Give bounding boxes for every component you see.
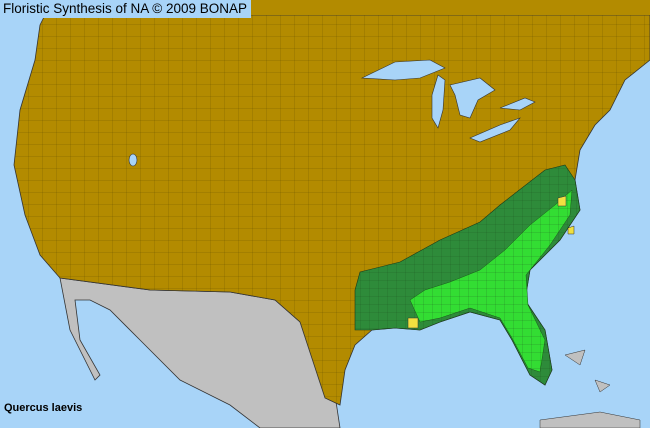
rare-county xyxy=(557,195,567,207)
rare-county xyxy=(567,225,575,235)
map-title: Floristic Synthesis of NA © 2009 BONAP xyxy=(0,0,252,18)
islands xyxy=(539,349,641,428)
canada-region xyxy=(235,0,650,15)
species-label: Quercus laevis xyxy=(4,402,83,414)
great-lakes xyxy=(128,59,536,167)
rare-county xyxy=(407,317,419,329)
